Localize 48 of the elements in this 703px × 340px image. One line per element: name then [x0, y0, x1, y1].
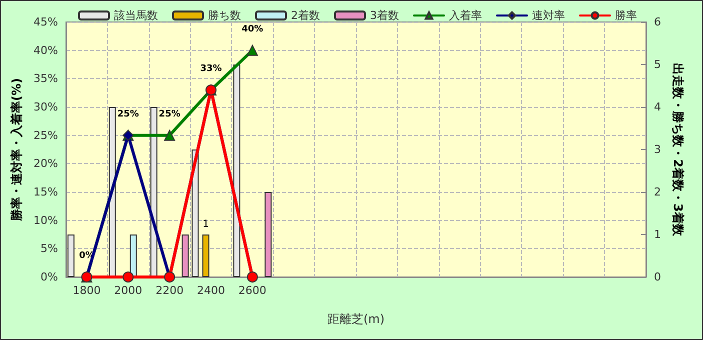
data-label: 40%	[242, 24, 264, 34]
y-tick-label: 25%	[34, 128, 58, 142]
legend-label: 該当馬数	[114, 9, 158, 22]
y2-tick-label: 1	[654, 228, 661, 241]
legend-label: 入着率	[449, 9, 482, 22]
x-tick-label: 2000	[114, 284, 142, 297]
y-tick-label: 20%	[34, 157, 58, 170]
data-label: 33%	[200, 64, 222, 74]
legend-label: 勝率	[615, 9, 637, 22]
legend-label: 勝ち数	[208, 9, 242, 22]
x-tick-label: 2400	[197, 284, 225, 297]
legend-label: 2着数	[291, 9, 320, 22]
y2-tick-label: 4	[654, 100, 661, 114]
x-tick-label: 2600	[238, 284, 266, 297]
point	[122, 272, 134, 282]
legend-label: 3着数	[370, 9, 399, 22]
bar	[108, 107, 116, 277]
y-tick-label: 10%	[34, 214, 58, 227]
y-tick-label: 35%	[34, 72, 58, 86]
y2-tick-label: 6	[654, 16, 661, 28]
point	[164, 130, 176, 141]
x-tick-label: 1800	[72, 284, 101, 297]
y2-tick-label: 5	[654, 58, 661, 71]
data-label: 25%	[117, 109, 139, 120]
bar	[150, 107, 158, 277]
y2-tick-label: 2	[654, 186, 661, 198]
y2-axis-title: 出走数・勝ち数・2着数・3着数	[671, 63, 685, 237]
data-label: 25%	[158, 109, 180, 120]
legend-label: 連対率	[532, 9, 565, 22]
y-tick-label: 40%	[34, 44, 58, 57]
y2-tick-label: 0	[654, 270, 661, 284]
x-tick-label: 2200	[156, 284, 184, 297]
point	[246, 44, 258, 56]
y-tick-label: 5%	[40, 242, 58, 256]
y2-tick-label: 3	[654, 143, 661, 156]
bar	[264, 192, 272, 277]
bar	[67, 234, 74, 277]
bar	[202, 234, 210, 277]
y-tick-label: 0%	[40, 270, 58, 284]
bar	[182, 234, 189, 277]
y-tick-label: 15%	[34, 186, 58, 198]
y-axis-title: 勝率・連対率・入着率(%)	[10, 78, 24, 222]
x-axis-title: 距離芝(m)	[327, 312, 385, 326]
bar	[233, 64, 240, 277]
y-tick-label: 30%	[34, 100, 58, 114]
data-label: 1	[202, 219, 209, 230]
y-tick-label: 45%	[34, 16, 58, 28]
bar	[192, 150, 199, 277]
